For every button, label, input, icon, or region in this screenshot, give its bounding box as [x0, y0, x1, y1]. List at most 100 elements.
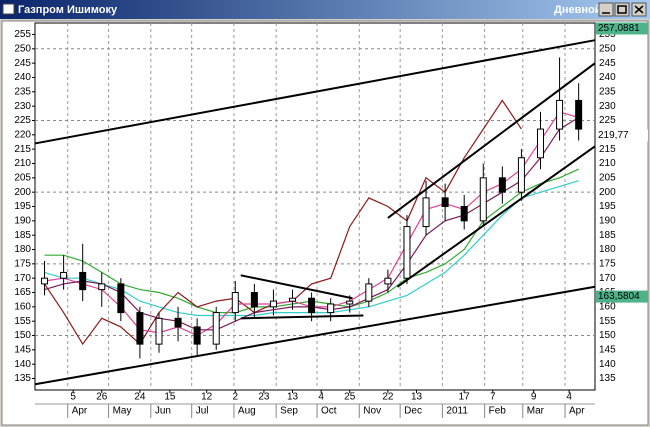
trend-line — [34, 285, 596, 386]
maximize-button[interactable] — [614, 2, 630, 17]
y-tick-label-right: 215 — [599, 144, 616, 155]
x-tick-label: 12 — [201, 392, 213, 403]
candle-body — [384, 277, 392, 285]
y-tick-label-right: 255 — [599, 29, 616, 40]
timeframe: Дневной — [554, 4, 602, 16]
trend-line — [240, 314, 364, 320]
chart-area — [1, 20, 649, 426]
y-tick-label: 195 — [14, 201, 31, 212]
y-tick-label: 210 — [14, 158, 31, 169]
x-tick-label: 24 — [134, 392, 146, 403]
price-label-box — [596, 22, 648, 35]
price-label-box — [596, 290, 648, 303]
y-tick-label-right: 245 — [599, 58, 616, 69]
candle-body — [117, 283, 125, 314]
y-tick-label: 165 — [14, 287, 31, 298]
y-tick-label-right: 180 — [599, 244, 616, 255]
x-tick-label: 26 — [96, 392, 108, 403]
candle-body — [174, 317, 182, 328]
month-label: Jul — [196, 406, 209, 417]
y-tick-label: 185 — [14, 230, 31, 241]
x-tick-label: 5 — [70, 392, 76, 403]
y-tick-label: 175 — [14, 258, 31, 269]
month-label: Feb — [489, 406, 507, 417]
y-tick-label-right: 190 — [599, 215, 616, 226]
trend-line — [396, 145, 596, 288]
candle-body — [479, 177, 487, 222]
x-tick-label: 23 — [258, 392, 270, 403]
candle-body — [60, 271, 68, 279]
price-label: 257,0881 — [598, 23, 640, 34]
y-tick-label-right: 185 — [599, 230, 616, 241]
price-label: 163,5804 — [598, 291, 640, 302]
y-tick-label: 245 — [14, 58, 31, 69]
x-tick-label: 13 — [411, 392, 423, 403]
month-label: Dec — [404, 406, 422, 417]
y-tick-label-right: 175 — [599, 258, 616, 269]
x-tick-label: 7 — [490, 392, 496, 403]
window-buttons[interactable] — [598, 2, 647, 17]
y-tick-label-right: 235 — [599, 86, 616, 97]
y-tick-label: 155 — [14, 316, 31, 327]
y-tick-label-right: 150 — [599, 330, 616, 341]
y-tick-label: 145 — [14, 345, 31, 356]
y-tick-label: 255 — [14, 29, 31, 40]
window-title: Газпром Ишимоку — [18, 4, 118, 16]
y-tick-label-right: 200 — [599, 187, 616, 198]
x-tick-label: 17 — [459, 392, 471, 403]
minimize-button[interactable] — [598, 2, 614, 17]
month-label: Apr — [72, 406, 88, 417]
y-tick-label: 215 — [14, 144, 31, 155]
candle-body — [136, 312, 144, 345]
y-tick-label-right: 135 — [599, 373, 616, 384]
candle-body — [536, 128, 544, 159]
y-tick-label: 220 — [14, 129, 31, 140]
x-tick-label: 22 — [382, 392, 394, 403]
month-label: Jun — [155, 406, 171, 417]
month-label: 2011 — [446, 406, 468, 417]
y-tick-label: 170 — [14, 273, 31, 284]
y-tick-label-right: 210 — [599, 158, 616, 169]
y-tick-label-right: 170 — [599, 273, 616, 284]
y-tick-label-right: 240 — [599, 72, 616, 83]
candle-body — [441, 197, 449, 207]
candle-body — [79, 271, 87, 291]
candle-body — [422, 197, 430, 228]
month-label: May — [113, 406, 132, 417]
month-label: Aug — [238, 406, 256, 417]
x-tick-label: 25 — [344, 392, 356, 403]
y-tick-label: 225 — [14, 115, 31, 126]
candle-body — [498, 177, 506, 193]
month-label: Apr — [569, 406, 585, 417]
x-tick-label: 9 — [531, 392, 537, 403]
trend-line — [387, 62, 596, 219]
month-label: Oct — [321, 406, 337, 417]
price-label: 219,77 — [598, 130, 629, 141]
candle-body — [41, 277, 49, 285]
candle-body — [193, 326, 201, 345]
candle-body — [460, 206, 468, 222]
y-tick-label-right: 155 — [599, 316, 616, 327]
candle-body — [403, 226, 411, 279]
y-tick-label-right: 225 — [599, 115, 616, 126]
month-label: Mar — [527, 406, 545, 417]
x-tick-label: 4 — [566, 392, 572, 403]
x-tick-label: 13 — [287, 392, 299, 403]
title-bar — [0, 0, 650, 19]
y-tick-label: 230 — [14, 101, 31, 112]
y-tick-label: 200 — [14, 187, 31, 198]
y-tick-label: 180 — [14, 244, 31, 255]
candle-body — [212, 312, 220, 345]
candle-body — [575, 99, 583, 130]
y-tick-label: 235 — [14, 86, 31, 97]
x-tick-label: 2 — [233, 392, 239, 403]
candle-body — [289, 297, 297, 302]
y-tick-label: 205 — [14, 172, 31, 183]
candle-body — [517, 157, 525, 193]
y-tick-label-right: 205 — [599, 172, 616, 183]
y-tick-label-right: 195 — [599, 201, 616, 212]
candle-body — [98, 283, 106, 291]
y-tick-label: 160 — [14, 301, 31, 312]
